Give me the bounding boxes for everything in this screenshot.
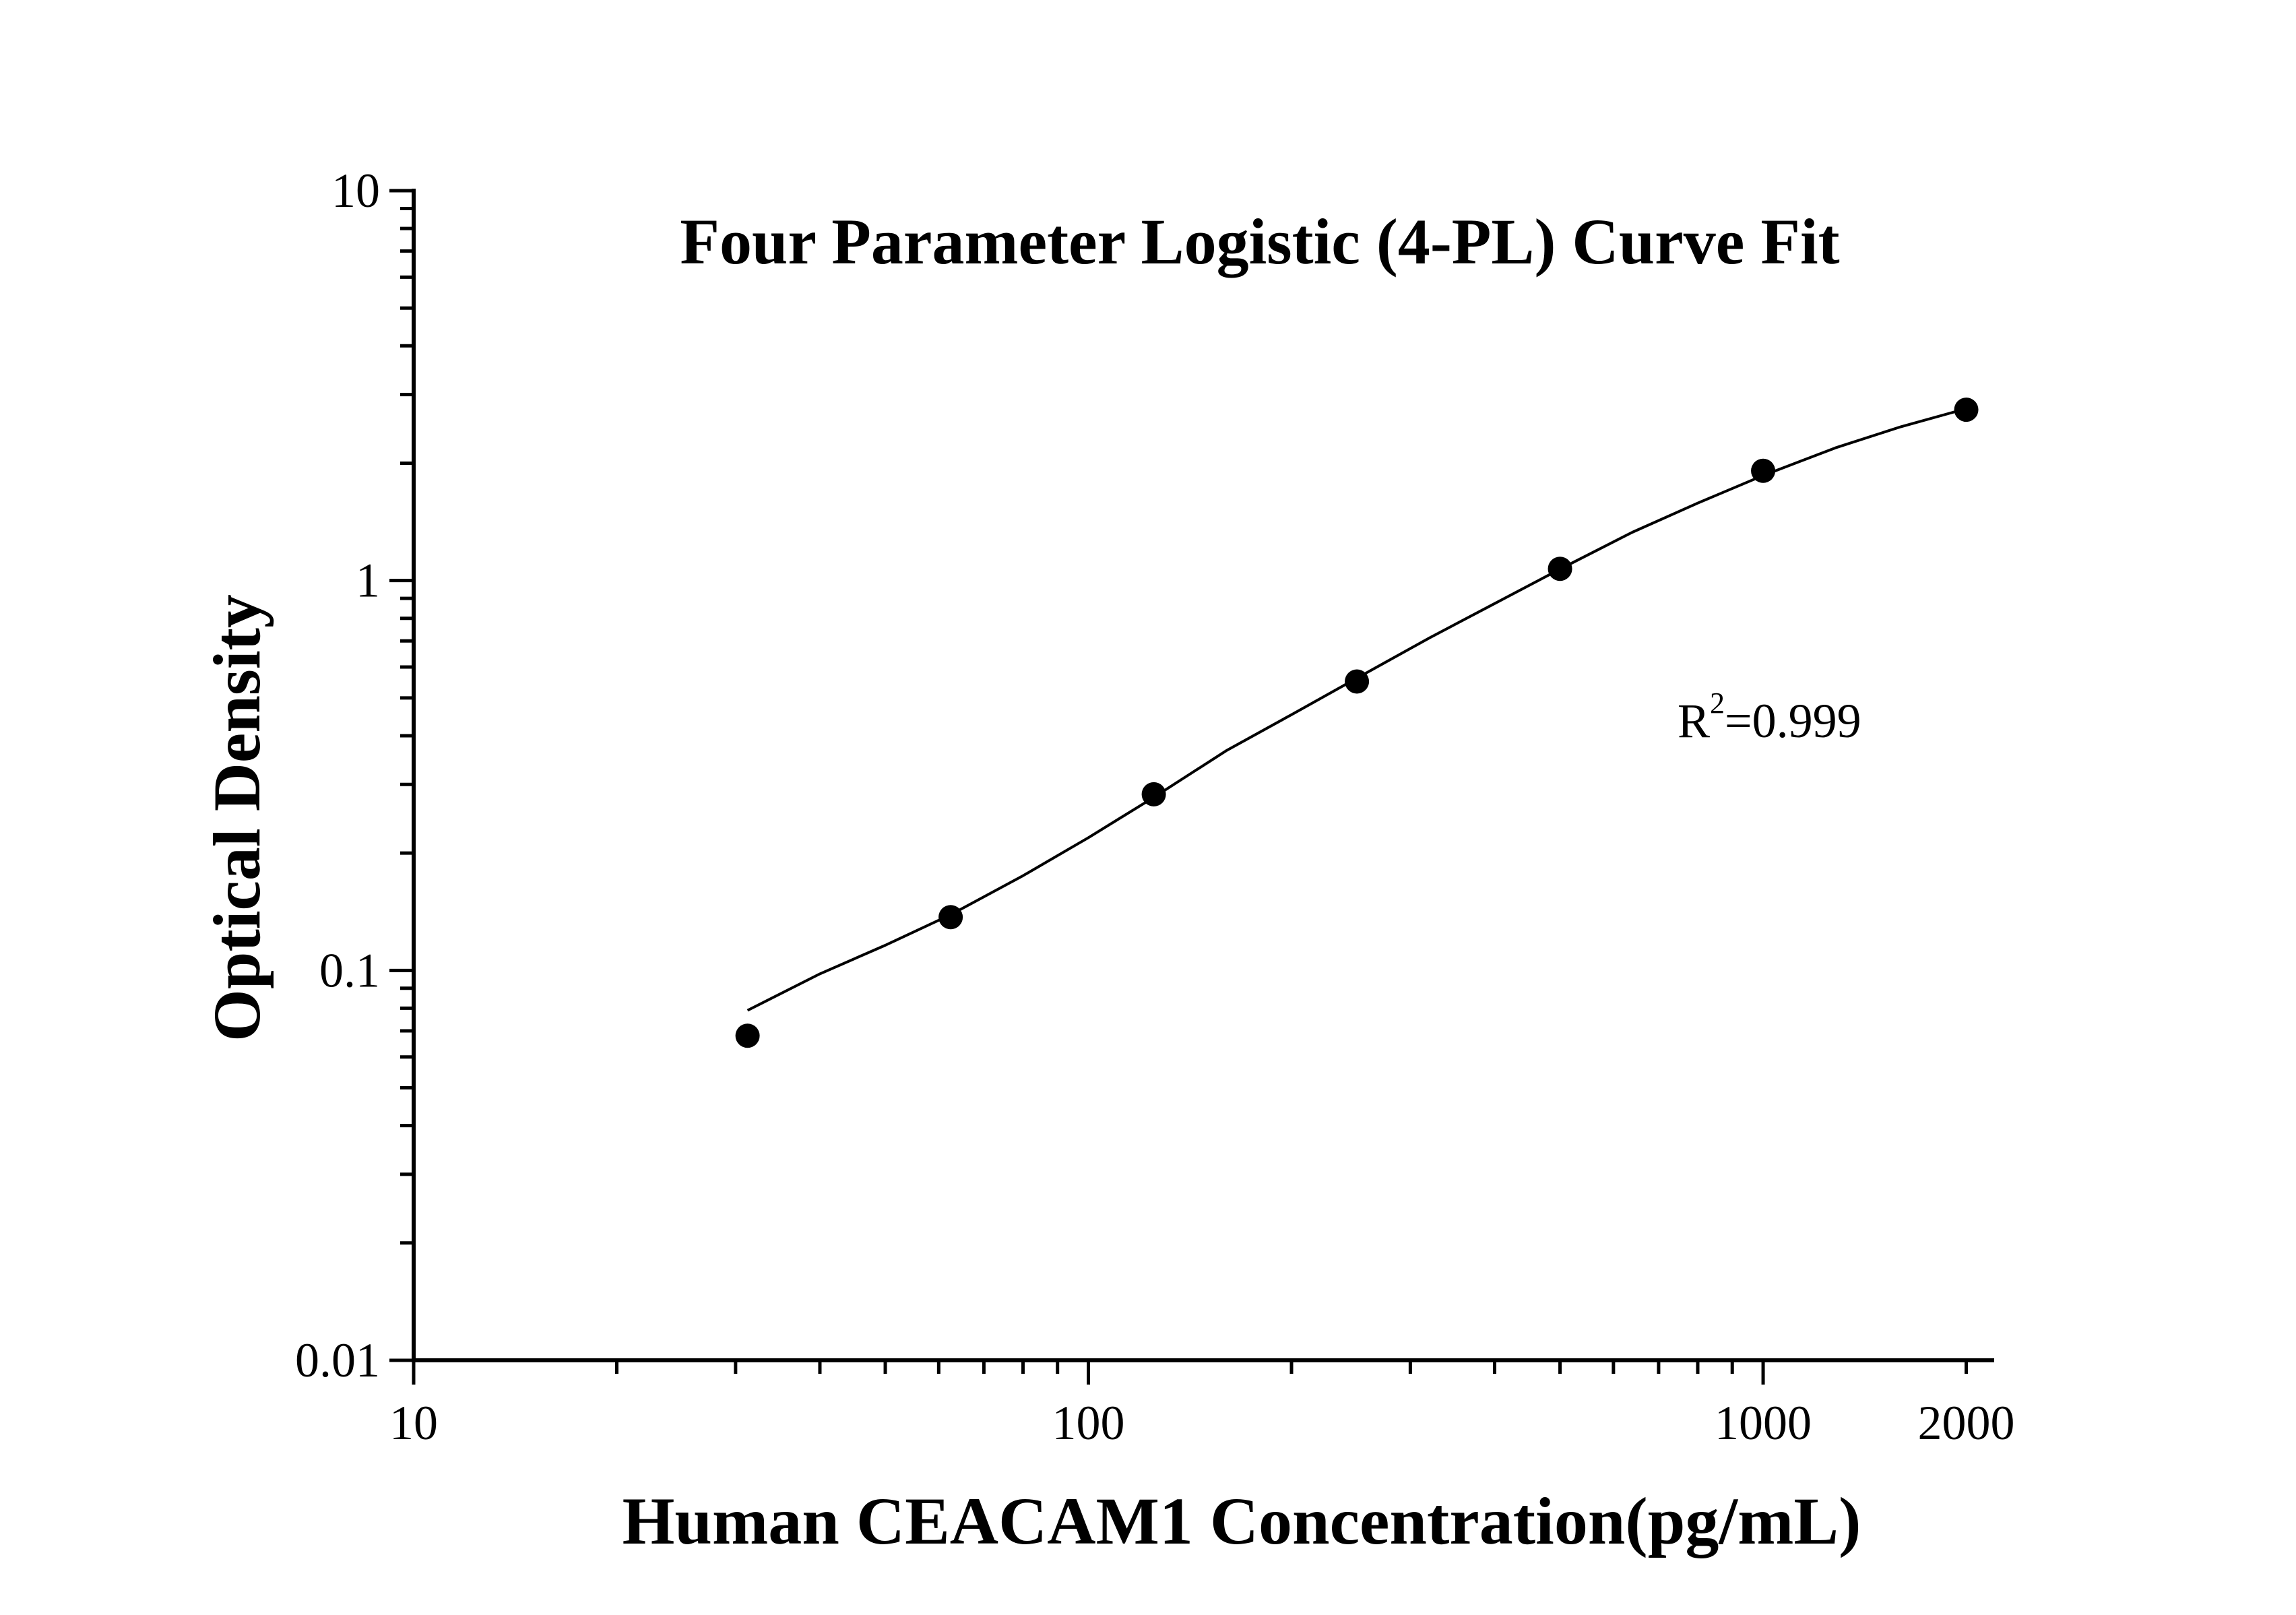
y-tick-label: 10 [331, 164, 380, 218]
data-point [938, 905, 963, 930]
data-point [1751, 458, 1776, 483]
axes: 0.01 0.1 1 10 10 100 1000 2000 [295, 164, 2015, 1450]
data-points-layer [735, 398, 1979, 1048]
data-point [1141, 782, 1166, 806]
r-squared-superscript: 2 [1710, 687, 1725, 720]
x-tick-label: 100 [1052, 1396, 1125, 1450]
y-tick-label: 1 [356, 554, 380, 608]
data-point [1345, 669, 1370, 694]
r-squared-base: R [1678, 694, 1710, 748]
y-axis-label: Optical Density [199, 594, 274, 1042]
x-axis-label: Human CEACAM1 Concentration(pg/mL) [623, 1484, 1861, 1558]
x-tick-label: 1000 [1715, 1396, 1812, 1450]
data-point [1954, 398, 1979, 422]
r-squared-annotation: R2=0.999 [1678, 687, 1861, 748]
x-tick-label: 10 [389, 1396, 438, 1450]
y-tick-label: 0.01 [295, 1333, 380, 1387]
chart-title: Four Parameter Logistic (4-PL) Curve Fit [680, 205, 1839, 278]
r-squared-value: =0.999 [1725, 694, 1861, 748]
data-point [735, 1023, 760, 1048]
x-tick-label: 2000 [1918, 1396, 2015, 1450]
y-tick-label: 0.1 [319, 943, 380, 997]
data-point [1548, 557, 1572, 581]
